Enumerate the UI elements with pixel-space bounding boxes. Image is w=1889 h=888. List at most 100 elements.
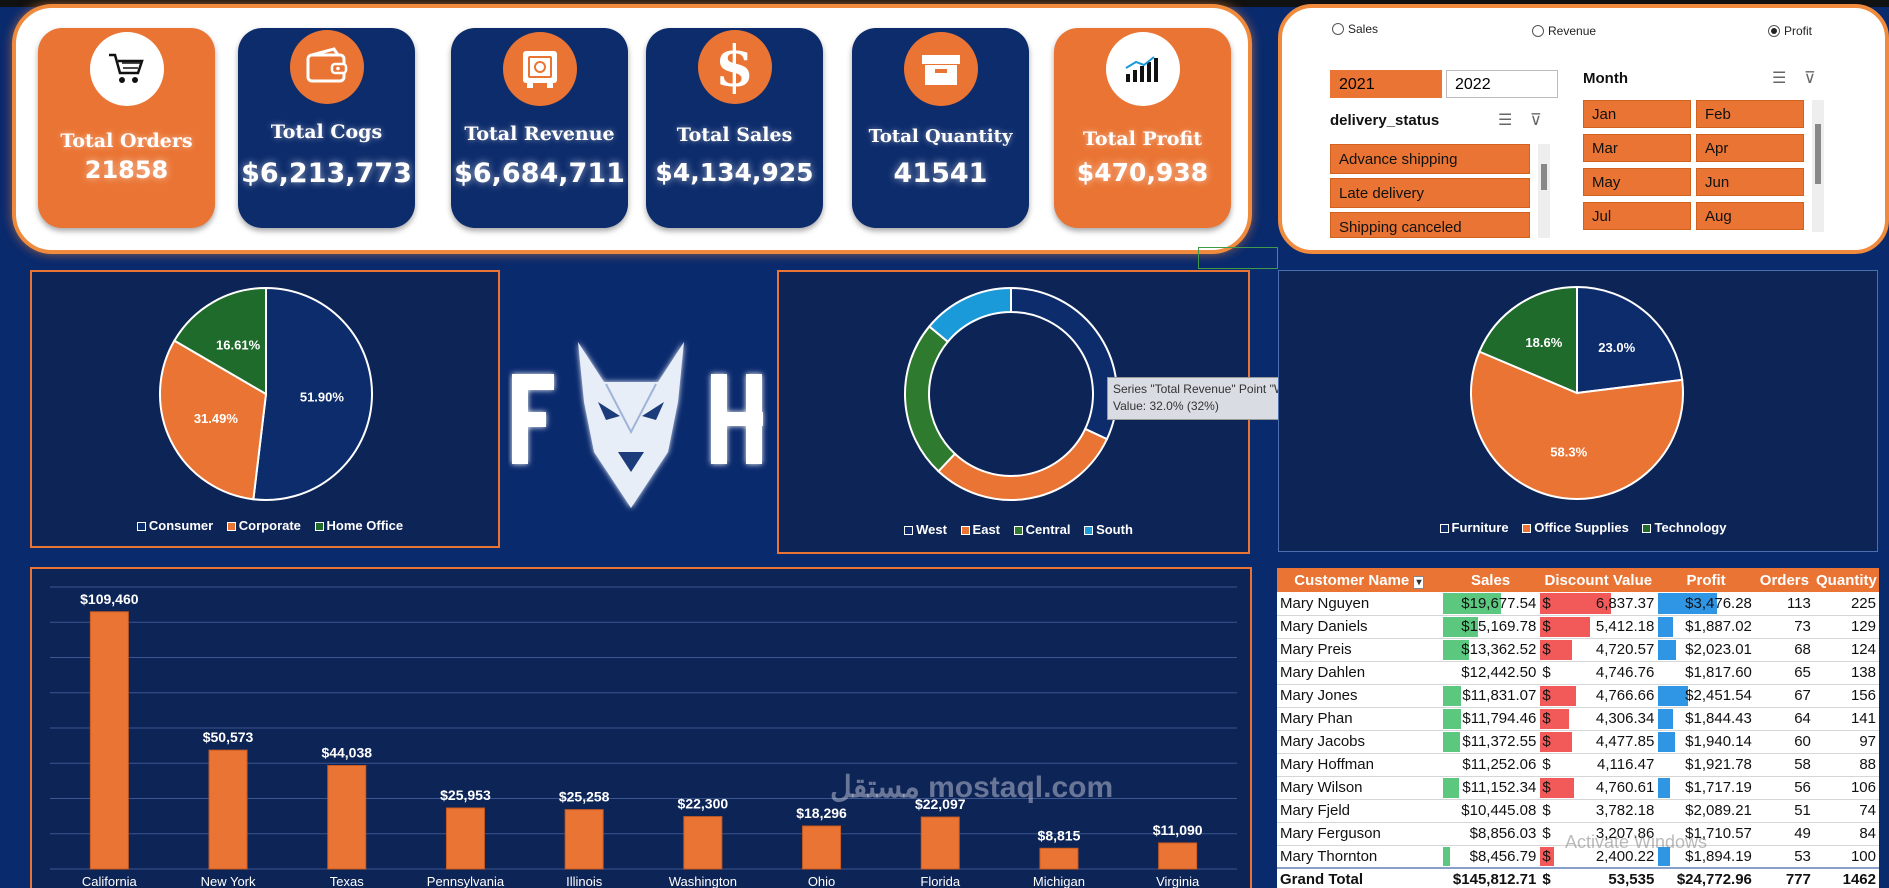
cell-profit: $1,887.02 [1657, 615, 1755, 639]
cell-discount: $3,782.18 [1539, 799, 1658, 823]
legend-swatch [136, 522, 146, 532]
month-item-mar[interactable]: Mar [1583, 134, 1691, 162]
delivery-item-advance-shipping[interactable]: Advance shipping [1330, 144, 1530, 174]
bar-virginia [1158, 842, 1198, 870]
filter-sort-icon[interactable]: ▾ [1413, 575, 1425, 589]
header-profit: Profit [1657, 568, 1755, 592]
region-legend: West East Central South [779, 522, 1248, 537]
cell-orders: 65 [1754, 661, 1814, 685]
currency-symbol: $ [1542, 802, 1551, 819]
cell-customer-name: Mary Phan [1277, 707, 1442, 731]
cell-customer-name: Mary Jones [1277, 684, 1442, 708]
category-legend: Furniture Office Supplies Technology [1279, 520, 1877, 535]
radio-dot-selected[interactable] [1768, 25, 1780, 37]
radio-dot[interactable] [1532, 25, 1544, 37]
cell-value: $3,476.28 [1685, 594, 1752, 612]
cell-quantity: 74 [1813, 799, 1879, 823]
legend-swatch [904, 526, 914, 536]
table-row[interactable]: Mary Wilson $11,152.34 $4,760.61 $1,717.19 5… [1277, 776, 1879, 800]
cell-customer-name: Mary Dahlen [1277, 661, 1442, 685]
table-row[interactable]: Mary Dahlen $12,442.50 $4,746.76 $1,817.60 6… [1277, 661, 1879, 685]
bar-value-label: $11,090 [1153, 822, 1203, 838]
delivery-item-shipping-canceled[interactable]: Shipping canceled [1330, 212, 1530, 238]
radio-label: Profit [1784, 24, 1813, 38]
cell-customer-name: Mary Hoffman [1277, 753, 1442, 777]
multi-select-icon[interactable]: ☰ [1498, 112, 1513, 129]
legend-label: Technology [1654, 520, 1727, 535]
table-row[interactable]: Mary Hoffman $11,252.06 $4,116.47 $1,921.78… [1277, 753, 1879, 777]
month-item-jul[interactable]: Jul [1583, 202, 1691, 230]
bar-value-label: $22,097 [915, 796, 966, 812]
month-item-jan[interactable]: Jan [1583, 100, 1691, 128]
cell-orders: 68 [1754, 638, 1814, 662]
month-item-may[interactable]: May [1583, 168, 1691, 196]
legend-swatch [960, 526, 970, 536]
fox-logo [508, 332, 768, 522]
cell-customer-name: Mary Thornton [1277, 845, 1442, 869]
delivery-item-late-delivery[interactable]: Late delivery [1330, 178, 1530, 208]
kpi-value: $470,938 [1076, 158, 1209, 187]
slicer-panel: Sales Revenue Profit 2021 2022 delivery_… [1278, 4, 1889, 254]
legend-central: Central [1004, 522, 1070, 537]
delivery-scrollbar[interactable] [1538, 144, 1550, 238]
cell-value: $15,169.78 [1461, 618, 1537, 635]
table-row[interactable]: Mary Daniels $15,169.78 $5,412.18 $1,887.02… [1277, 615, 1879, 639]
legend-swatch [314, 522, 324, 532]
month-scrollbar[interactable] [1812, 100, 1824, 232]
kpi-title: Total Sales [676, 124, 793, 146]
x-tick-label: New York [201, 874, 256, 888]
table-row[interactable]: Mary Jones $11,831.07 $4,766.66 $2,451.54 67… [1277, 684, 1879, 708]
data-bar [1442, 846, 1450, 866]
header-orders: Orders [1754, 568, 1814, 592]
data-bar [1658, 685, 1688, 706]
clear-filter-icon[interactable]: ⊽ [1804, 70, 1816, 87]
data-bar [1658, 616, 1673, 637]
cell-value: 6,837.37 [1595, 594, 1655, 612]
legend-swatch [1522, 524, 1532, 534]
table-row[interactable]: Mary Phan $11,794.46 $4,306.34 $1,844.43 64 1… [1277, 707, 1879, 731]
x-tick-label: Michigan [1033, 874, 1085, 888]
radio-profit[interactable]: Profit [1768, 24, 1812, 38]
cell-quantity: 84 [1813, 822, 1879, 846]
radio-sales[interactable]: Sales [1332, 22, 1378, 36]
cell-quantity: 100 [1813, 845, 1879, 869]
scroll-thumb[interactable] [1541, 164, 1547, 190]
bar-ohio [802, 825, 842, 870]
state-bar-chart-box: $109,460 California $50,573 New York $44,038… [30, 567, 1252, 888]
x-tick-label: Illinois [566, 874, 603, 888]
year-2022-button[interactable]: 2022 [1446, 70, 1558, 98]
cell-value: $19,677.54 [1461, 594, 1537, 612]
table-row[interactable]: Mary Fjeld $10,445.08 $3,782.18 $2,089.21 51… [1277, 799, 1879, 823]
table-row[interactable]: Mary Preis $13,362.52 $4,720.57 $2,023.01 68… [1277, 638, 1879, 662]
legend-south: South [1074, 522, 1133, 537]
clear-filter-icon[interactable]: ⊽ [1530, 112, 1542, 129]
kpi-title: Total Revenue [464, 123, 615, 145]
month-item-apr[interactable]: Apr [1696, 134, 1804, 162]
data-bar [1540, 616, 1590, 637]
legend-swatch [1013, 526, 1023, 536]
table-row[interactable]: Mary Ferguson $8,856.03 $3,207.86 $1,710.57… [1277, 822, 1879, 846]
cell-quantity: 106 [1813, 776, 1879, 800]
month-item-aug[interactable]: Aug [1696, 202, 1804, 230]
month-item-feb[interactable]: Feb [1696, 100, 1804, 128]
cell-profit: $1,717.19 [1657, 776, 1755, 800]
legend-label: Corporate [238, 518, 301, 533]
multi-select-icon[interactable]: ☰ [1772, 70, 1787, 87]
table-row[interactable]: Mary Nguyen $19,677.54 $6,837.37 $3,476.28 1… [1277, 592, 1879, 616]
header-customer-name[interactable]: Customer Name ▾ [1277, 568, 1442, 592]
pie-slice-home-office [173, 286, 267, 396]
radio-revenue[interactable]: Revenue [1532, 24, 1596, 38]
cell-value: $1,894.19 [1685, 847, 1752, 865]
year-2021-button[interactable]: 2021 [1330, 70, 1442, 98]
scroll-thumb[interactable] [1815, 124, 1821, 184]
radio-dot[interactable] [1332, 23, 1344, 35]
table-row[interactable]: Mary Thornton $8,456.79 $2,400.22 $1,894.19… [1277, 845, 1879, 869]
cell-value: 3,207.86 [1595, 825, 1655, 842]
month-item-jun[interactable]: Jun [1696, 168, 1804, 196]
bar-washington [683, 816, 723, 870]
table-row[interactable]: Mary Jacobs $11,372.55 $4,477.85 $1,940.14 6… [1277, 730, 1879, 754]
radio-label: Revenue [1548, 24, 1597, 38]
x-tick-label: Pennsylvania [427, 874, 505, 888]
cell-value: 4,746.76 [1595, 664, 1655, 681]
legend-swatch [1439, 524, 1449, 534]
